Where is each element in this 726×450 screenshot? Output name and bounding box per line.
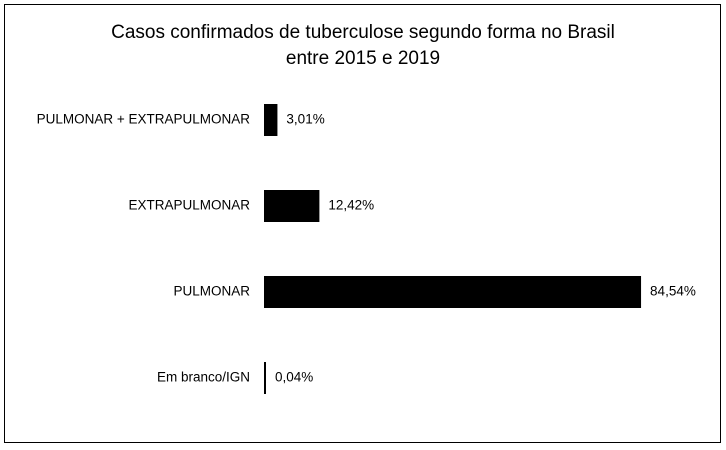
bar [264, 276, 642, 308]
bar [264, 104, 278, 136]
category-label: PULMONAR + EXTRAPULMONAR [37, 112, 251, 127]
category-label: EXTRAPULMONAR [128, 198, 250, 213]
chart-title: entre 2015 e 2019 [286, 48, 440, 69]
bar [264, 190, 320, 222]
category-label: PULMONAR [173, 284, 250, 299]
chart-title: Casos confirmados de tuberculose segundo… [111, 22, 615, 43]
chart-border [4, 4, 721, 443]
bar [264, 362, 266, 394]
value-label: 3,01% [286, 112, 324, 127]
value-label: 0,04% [275, 370, 313, 385]
category-label: Em branco/IGN [157, 370, 250, 385]
value-label: 12,42% [328, 198, 374, 213]
value-label: 84,54% [650, 284, 696, 299]
